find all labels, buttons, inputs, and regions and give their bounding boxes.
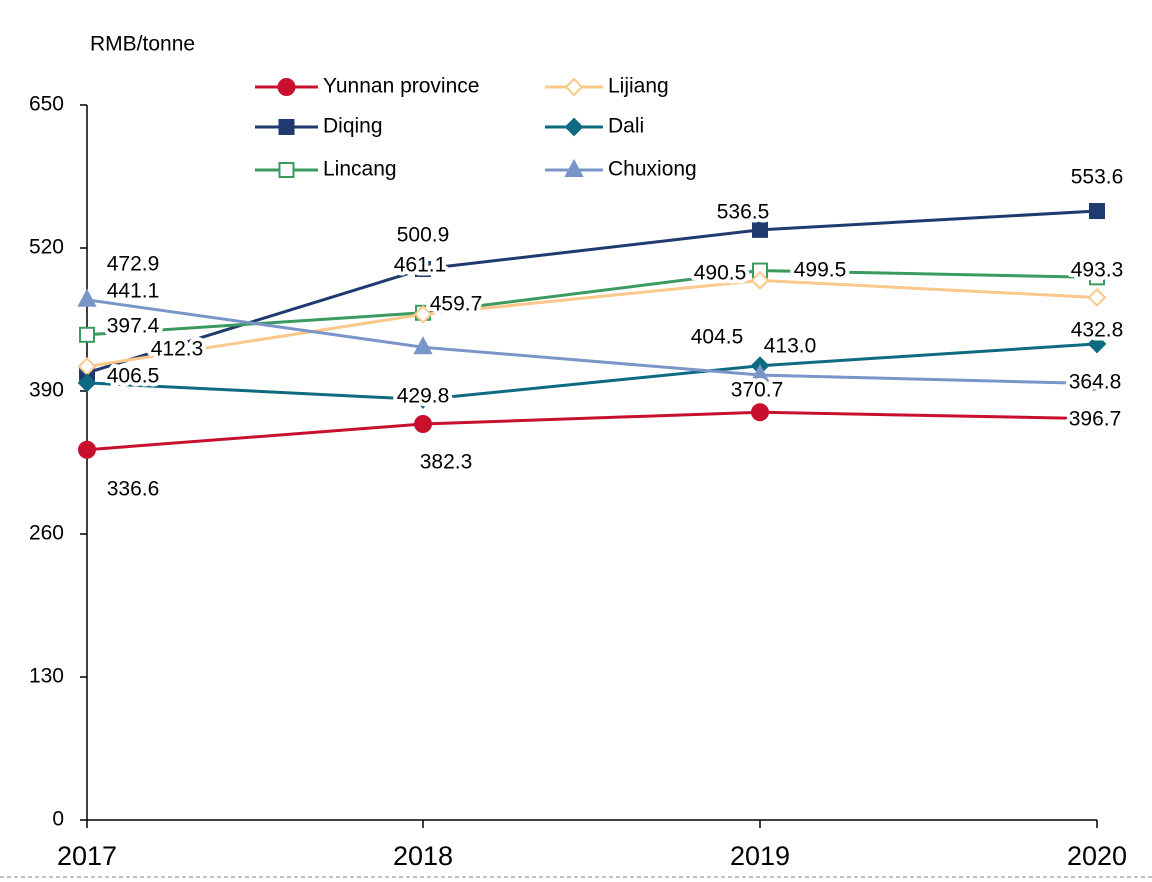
x-tick-label: 2020 — [1067, 841, 1127, 871]
legend-label: Dali — [608, 115, 644, 138]
legend-marker — [278, 162, 295, 178]
legend-label: Lincang — [323, 158, 397, 181]
value-label: 364.8 — [1069, 371, 1122, 394]
value-label: 499.5 — [794, 259, 847, 282]
value-label: 432.8 — [1071, 319, 1124, 342]
y-tick-label: 520 — [29, 236, 64, 259]
value-label: 490.5 — [694, 262, 747, 285]
data-point — [77, 288, 97, 307]
data-point — [413, 336, 433, 355]
data-point — [415, 261, 431, 278]
value-label: 429.8 — [397, 385, 450, 408]
value-label: 413.0 — [764, 335, 817, 358]
series-line — [86, 342, 1098, 401]
value-label: 553.6 — [1071, 166, 1124, 189]
data-point — [1088, 409, 1106, 428]
y-tick-label: 390 — [29, 379, 64, 402]
data-point — [1089, 203, 1105, 220]
legend-label: Yunnan province — [323, 75, 479, 98]
value-label: 459.7 — [430, 293, 483, 316]
series-line — [86, 269, 1098, 337]
legend-marker — [564, 158, 584, 177]
legend-marker — [278, 119, 295, 135]
data-point — [1087, 288, 1107, 307]
y-tick-label: 0 — [52, 808, 64, 831]
value-label: 536.5 — [717, 201, 770, 224]
legend-label: Lijiang — [608, 75, 669, 98]
data-point — [752, 221, 768, 238]
data-point — [751, 403, 769, 422]
value-label: 406.5 — [107, 365, 160, 388]
data-point — [414, 415, 432, 433]
x-tick-label: 2019 — [730, 841, 790, 871]
y-tick-label: 650 — [29, 93, 64, 116]
data-point — [78, 440, 96, 459]
series-line — [86, 209, 1098, 375]
y-tick-label: 130 — [29, 665, 64, 688]
series-line — [86, 278, 1098, 368]
legend-label: Chuxiong — [608, 158, 697, 181]
data-point — [750, 271, 770, 290]
data-point — [413, 304, 433, 324]
legend-marker — [277, 78, 296, 96]
x-tick-label: 2018 — [393, 841, 453, 871]
data-point — [1089, 269, 1105, 286]
series-line — [86, 410, 1098, 452]
value-label: 370.7 — [731, 379, 784, 402]
data-point — [1087, 334, 1107, 354]
series-line — [86, 298, 1098, 386]
value-label: 397.4 — [107, 315, 160, 338]
data-point — [413, 390, 433, 409]
data-point — [750, 363, 770, 383]
legend-marker — [564, 117, 584, 137]
y-axis-label: RMB/tonne — [90, 33, 195, 56]
y-tick-label: 260 — [29, 522, 64, 545]
value-label: 441.1 — [107, 280, 160, 303]
data-point — [79, 326, 95, 343]
x-tick-label: 2017 — [57, 841, 117, 871]
data-point — [77, 373, 97, 393]
value-label: 461.1 — [394, 254, 447, 277]
value-label: 336.6 — [107, 478, 160, 501]
value-label: 404.5 — [691, 326, 744, 349]
value-label: 412.3 — [151, 338, 204, 361]
data-point — [1087, 372, 1107, 391]
value-label: 493.3 — [1071, 259, 1124, 282]
value-label: 500.9 — [397, 224, 450, 247]
value-label: 382.3 — [420, 451, 473, 474]
legend-marker — [564, 77, 584, 97]
value-label: 472.9 — [107, 253, 160, 276]
value-label: 396.7 — [1069, 408, 1122, 431]
legend-label: Diqing — [323, 115, 383, 138]
